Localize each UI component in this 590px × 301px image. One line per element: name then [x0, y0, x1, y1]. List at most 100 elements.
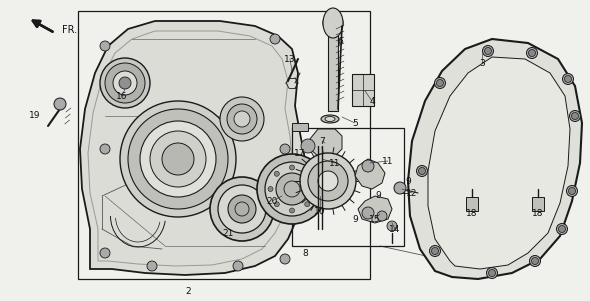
Circle shape: [265, 162, 319, 216]
Circle shape: [150, 131, 206, 187]
Text: 3: 3: [479, 58, 485, 67]
Circle shape: [119, 77, 131, 89]
Circle shape: [100, 144, 110, 154]
Circle shape: [233, 261, 243, 271]
Circle shape: [418, 167, 425, 175]
Circle shape: [572, 113, 579, 119]
Circle shape: [218, 185, 266, 233]
Circle shape: [394, 182, 406, 194]
Bar: [466, 197, 478, 211]
Circle shape: [569, 110, 581, 122]
Bar: [532, 197, 544, 211]
Circle shape: [274, 202, 279, 207]
Circle shape: [228, 195, 256, 223]
Circle shape: [308, 161, 348, 201]
Circle shape: [300, 153, 356, 209]
Circle shape: [430, 246, 441, 256]
Bar: [328, 26, 338, 111]
Circle shape: [417, 166, 428, 176]
Circle shape: [257, 154, 327, 224]
Circle shape: [484, 48, 491, 54]
Circle shape: [526, 48, 537, 58]
Circle shape: [100, 248, 110, 258]
Polygon shape: [310, 129, 342, 156]
Text: 9: 9: [405, 176, 411, 185]
Text: FR.: FR.: [63, 25, 77, 35]
Circle shape: [280, 254, 290, 264]
Circle shape: [304, 171, 310, 176]
Text: 11: 11: [329, 159, 341, 167]
Circle shape: [234, 111, 250, 127]
Circle shape: [437, 79, 444, 86]
Circle shape: [311, 187, 316, 191]
Circle shape: [431, 247, 438, 255]
Polygon shape: [408, 39, 582, 279]
Bar: [352, 74, 374, 106]
Circle shape: [483, 45, 493, 57]
Circle shape: [387, 221, 397, 231]
Circle shape: [220, 97, 264, 141]
Polygon shape: [358, 196, 392, 223]
Bar: [292, 128, 404, 246]
Polygon shape: [80, 21, 305, 275]
Text: 18: 18: [466, 209, 478, 218]
Circle shape: [140, 121, 216, 197]
Text: 10: 10: [314, 206, 326, 216]
Circle shape: [318, 171, 338, 191]
Circle shape: [532, 257, 539, 265]
Circle shape: [270, 34, 280, 44]
Circle shape: [434, 77, 445, 88]
Text: 20: 20: [266, 197, 278, 206]
Circle shape: [565, 76, 572, 82]
Ellipse shape: [321, 115, 339, 123]
Text: 5: 5: [352, 119, 358, 128]
Circle shape: [227, 104, 257, 134]
Circle shape: [377, 211, 387, 221]
Text: 13: 13: [284, 54, 296, 64]
Text: 4: 4: [369, 97, 375, 105]
Circle shape: [301, 139, 315, 153]
Bar: [292, 123, 308, 131]
Circle shape: [559, 225, 565, 232]
Text: 7: 7: [319, 136, 325, 145]
Circle shape: [556, 224, 568, 234]
Circle shape: [562, 73, 573, 85]
Circle shape: [268, 187, 273, 191]
Circle shape: [290, 208, 294, 213]
Text: 17: 17: [294, 148, 306, 157]
Circle shape: [105, 63, 145, 103]
Text: 14: 14: [389, 225, 401, 234]
Circle shape: [529, 256, 540, 266]
Circle shape: [54, 98, 66, 110]
Circle shape: [323, 13, 343, 33]
Text: 2: 2: [185, 287, 191, 296]
Circle shape: [147, 261, 157, 271]
Text: 16: 16: [116, 92, 128, 101]
Text: 18: 18: [532, 209, 544, 218]
Text: 6: 6: [337, 36, 343, 45]
Circle shape: [162, 143, 194, 175]
Circle shape: [304, 202, 310, 207]
Circle shape: [487, 268, 497, 278]
Circle shape: [290, 165, 294, 170]
Text: 9: 9: [352, 215, 358, 224]
Circle shape: [566, 185, 578, 197]
Text: 21: 21: [222, 228, 234, 237]
Circle shape: [569, 188, 575, 194]
Text: 8: 8: [302, 249, 308, 257]
Circle shape: [120, 101, 236, 217]
Circle shape: [489, 269, 496, 277]
Polygon shape: [428, 57, 570, 269]
Circle shape: [276, 173, 308, 205]
Text: 15: 15: [369, 215, 381, 224]
Circle shape: [274, 171, 279, 176]
Text: 12: 12: [407, 188, 418, 197]
Circle shape: [100, 41, 110, 51]
Circle shape: [362, 207, 374, 219]
Text: 11: 11: [382, 157, 394, 166]
Polygon shape: [355, 159, 385, 189]
Circle shape: [529, 49, 536, 57]
Circle shape: [100, 58, 150, 108]
Circle shape: [362, 160, 374, 172]
Ellipse shape: [325, 116, 335, 122]
